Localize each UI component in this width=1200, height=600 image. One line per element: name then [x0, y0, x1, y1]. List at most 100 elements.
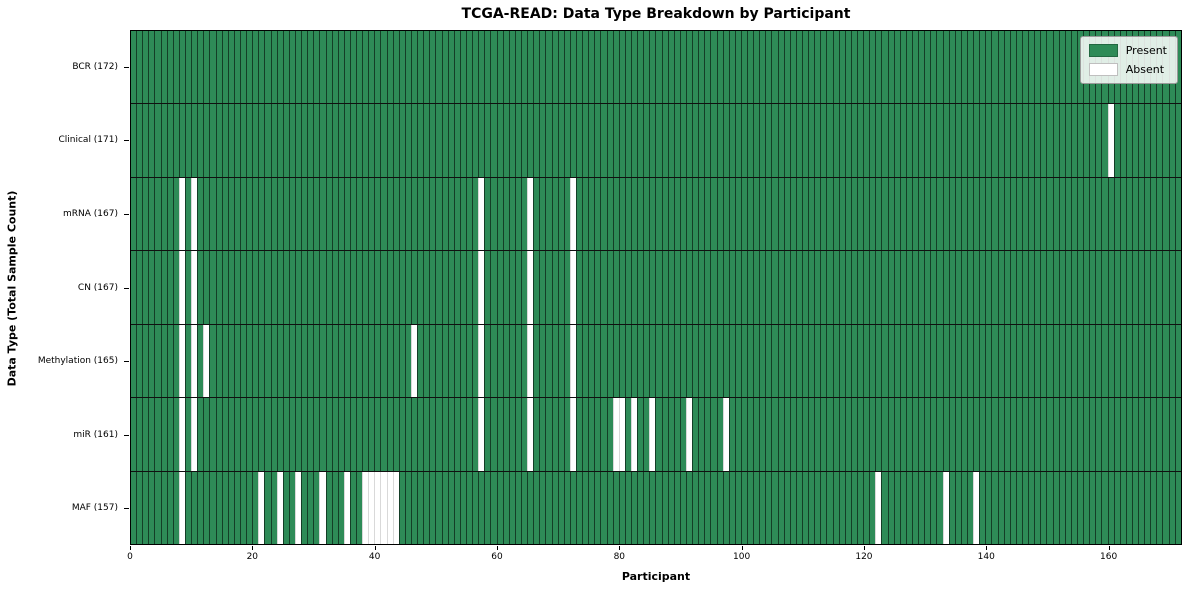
- heatmap-cell: [203, 251, 210, 324]
- heatmap-cell: [1052, 104, 1059, 177]
- heatmap-cell: [203, 324, 210, 398]
- x-tick-label: 60: [491, 552, 503, 562]
- heatmap-cell: [679, 398, 686, 471]
- heatmap-cell: [820, 398, 827, 471]
- heatmap-cell: [514, 398, 521, 471]
- heatmap-cell: [869, 324, 876, 398]
- heatmap-cell: [594, 177, 601, 251]
- heatmap-cell: [423, 251, 430, 324]
- heatmap-cell: [795, 398, 803, 471]
- heatmap-cell: [685, 31, 693, 104]
- heatmap-cell: [997, 398, 1004, 471]
- heatmap-cell: [948, 398, 955, 471]
- heatmap-cell: [545, 251, 552, 324]
- heatmap-cell: [637, 471, 644, 544]
- heatmap-cell: [991, 104, 998, 177]
- heatmap-cell: [441, 104, 448, 177]
- heatmap-cell: [918, 324, 925, 398]
- heatmap-cell: [209, 31, 216, 104]
- y-tick-label: MAF (157): [71, 503, 118, 514]
- heatmap-cell: [985, 471, 992, 544]
- heatmap-cell: [508, 251, 515, 324]
- heatmap-cell: [857, 398, 864, 471]
- heatmap-cell: [1058, 31, 1065, 104]
- heatmap-cell: [435, 104, 442, 177]
- heatmap-cell: [459, 471, 467, 544]
- heatmap-cell: [148, 104, 155, 177]
- heatmap-cell: [820, 471, 827, 544]
- y-tick-label: BCR (172): [72, 61, 118, 72]
- y-tick-mark: [124, 287, 129, 289]
- heatmap-cell: [850, 104, 858, 177]
- heatmap-cell: [551, 398, 558, 471]
- heatmap-cell: [221, 31, 228, 104]
- heatmap-cell: [233, 324, 240, 398]
- heatmap-cell: [521, 324, 528, 398]
- heatmap-cell: [343, 324, 350, 398]
- heatmap-cell: [191, 251, 198, 324]
- heatmap-cell: [307, 471, 314, 544]
- heatmap-cell: [973, 177, 980, 251]
- heatmap-cell: [392, 177, 399, 251]
- heatmap-cell: [1015, 398, 1022, 471]
- heatmap-cell: [154, 31, 161, 104]
- heatmap-cell: [734, 104, 741, 177]
- heatmap-cell: [802, 251, 809, 324]
- heatmap-cell: [1064, 177, 1071, 251]
- heatmap-cell: [594, 398, 601, 471]
- heatmap-cell: [704, 398, 711, 471]
- heatmap-cell: [459, 104, 467, 177]
- heatmap-cell: [539, 31, 546, 104]
- heatmap-cell: [1107, 177, 1114, 251]
- heatmap-cell: [1144, 104, 1151, 177]
- heatmap-cell: [1046, 398, 1053, 471]
- heatmap-cell: [673, 251, 680, 324]
- heatmap-cell: [649, 324, 656, 398]
- heatmap-cell: [960, 104, 967, 177]
- heatmap-cell: [368, 471, 375, 544]
- heatmap-cell: [704, 324, 711, 398]
- heatmap-cell: [661, 31, 668, 104]
- heatmap-cell: [172, 251, 179, 324]
- heatmap-cell: [429, 398, 436, 471]
- heatmap-cell: [331, 104, 338, 177]
- heatmap-cell: [844, 471, 851, 544]
- heatmap-cell: [1162, 177, 1169, 251]
- heatmap-cell: [795, 104, 803, 177]
- heatmap-cell: [472, 177, 479, 251]
- heatmap-cell: [1144, 398, 1151, 471]
- heatmap-row-BCR: [131, 31, 1181, 104]
- legend: Present Absent: [1079, 36, 1178, 84]
- heatmap-cell: [630, 251, 638, 324]
- heatmap-cell: [643, 471, 650, 544]
- heatmap-cell: [392, 104, 399, 177]
- heatmap-cell: [618, 251, 625, 324]
- heatmap-cell: [899, 324, 906, 398]
- heatmap-cell: [484, 31, 491, 104]
- heatmap-cell: [429, 177, 436, 251]
- heatmap-cell: [184, 251, 192, 324]
- heatmap-cell: [655, 398, 662, 471]
- heatmap-cell: [319, 31, 326, 104]
- heatmap-cell: [380, 104, 387, 177]
- heatmap-cell: [349, 104, 357, 177]
- heatmap-cell: [649, 104, 656, 177]
- heatmap-cell: [887, 471, 894, 544]
- heatmap-cell: [1040, 471, 1047, 544]
- heatmap-cell: [203, 398, 210, 471]
- heatmap-cell: [759, 398, 766, 471]
- heatmap-cell: [667, 251, 674, 324]
- heatmap-cell: [148, 251, 155, 324]
- heatmap-cell: [1034, 31, 1041, 104]
- heatmap-cell: [166, 104, 173, 177]
- heatmap-cell: [1174, 177, 1181, 251]
- heatmap-cell: [227, 31, 234, 104]
- heatmap-cell: [808, 104, 815, 177]
- heatmap-cell: [667, 31, 674, 104]
- heatmap-cell: [502, 31, 509, 104]
- heatmap-cell: [356, 471, 363, 544]
- heatmap-cell: [679, 104, 686, 177]
- heatmap-cell: [887, 324, 894, 398]
- heatmap-cell: [374, 398, 381, 471]
- heatmap-cell: [716, 104, 723, 177]
